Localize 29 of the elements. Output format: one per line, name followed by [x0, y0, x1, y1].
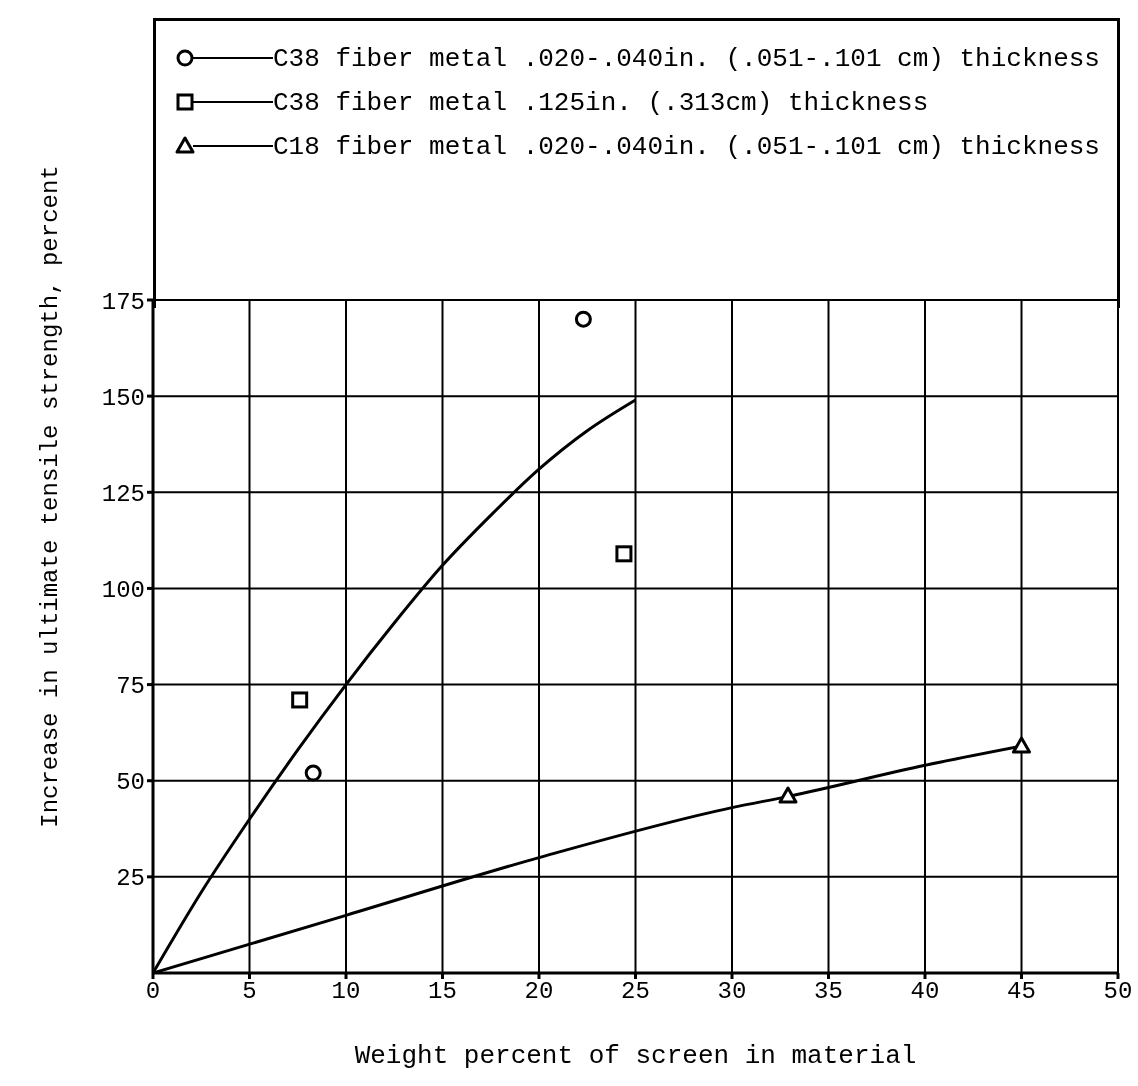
x-tick-label: 25: [621, 978, 650, 1006]
y-tick-label: 75: [116, 673, 145, 701]
x-axis-title: Weight percent of screen in material: [354, 1041, 917, 1071]
y-tick-label: 50: [116, 769, 145, 797]
y-tick-label: 125: [101, 480, 145, 508]
x-tick-label: 15: [428, 978, 457, 1006]
point: [778, 786, 798, 804]
x-tick-label: 10: [331, 978, 361, 1006]
legend-label: C38 fiber metal .125in. (.313cm) thickness: [273, 88, 929, 118]
x-tick-label: 0: [145, 978, 161, 1006]
y-tick-label: 25: [116, 865, 145, 893]
legend-label: C38 fiber metal .020-.040in. (.051-.101 cm) thickness: [273, 44, 1100, 74]
x-tick-label: 40: [910, 978, 940, 1006]
x-tick-label: 20: [524, 978, 554, 1006]
y-tick-label: 100: [101, 576, 145, 604]
point: [574, 310, 592, 328]
point: [1012, 736, 1031, 754]
x-tick-label: 30: [717, 978, 747, 1006]
x-tick-label: 50: [1103, 978, 1133, 1006]
x-tick-label: 45: [1007, 978, 1036, 1006]
legend-label: C18 fiber metal .020-.040in. (.051-.101 cm) thickness: [273, 132, 1100, 162]
point: [291, 691, 309, 709]
x-tick-label: 35: [814, 978, 843, 1006]
point: [304, 764, 322, 782]
x-tick-label: 5: [242, 978, 257, 1006]
y-axis-title: Increase in ultimate tensile strength, percent: [36, 165, 64, 828]
point: [615, 545, 633, 563]
y-tick-label: 175: [101, 288, 145, 316]
y-tick-label: 150: [101, 384, 145, 412]
